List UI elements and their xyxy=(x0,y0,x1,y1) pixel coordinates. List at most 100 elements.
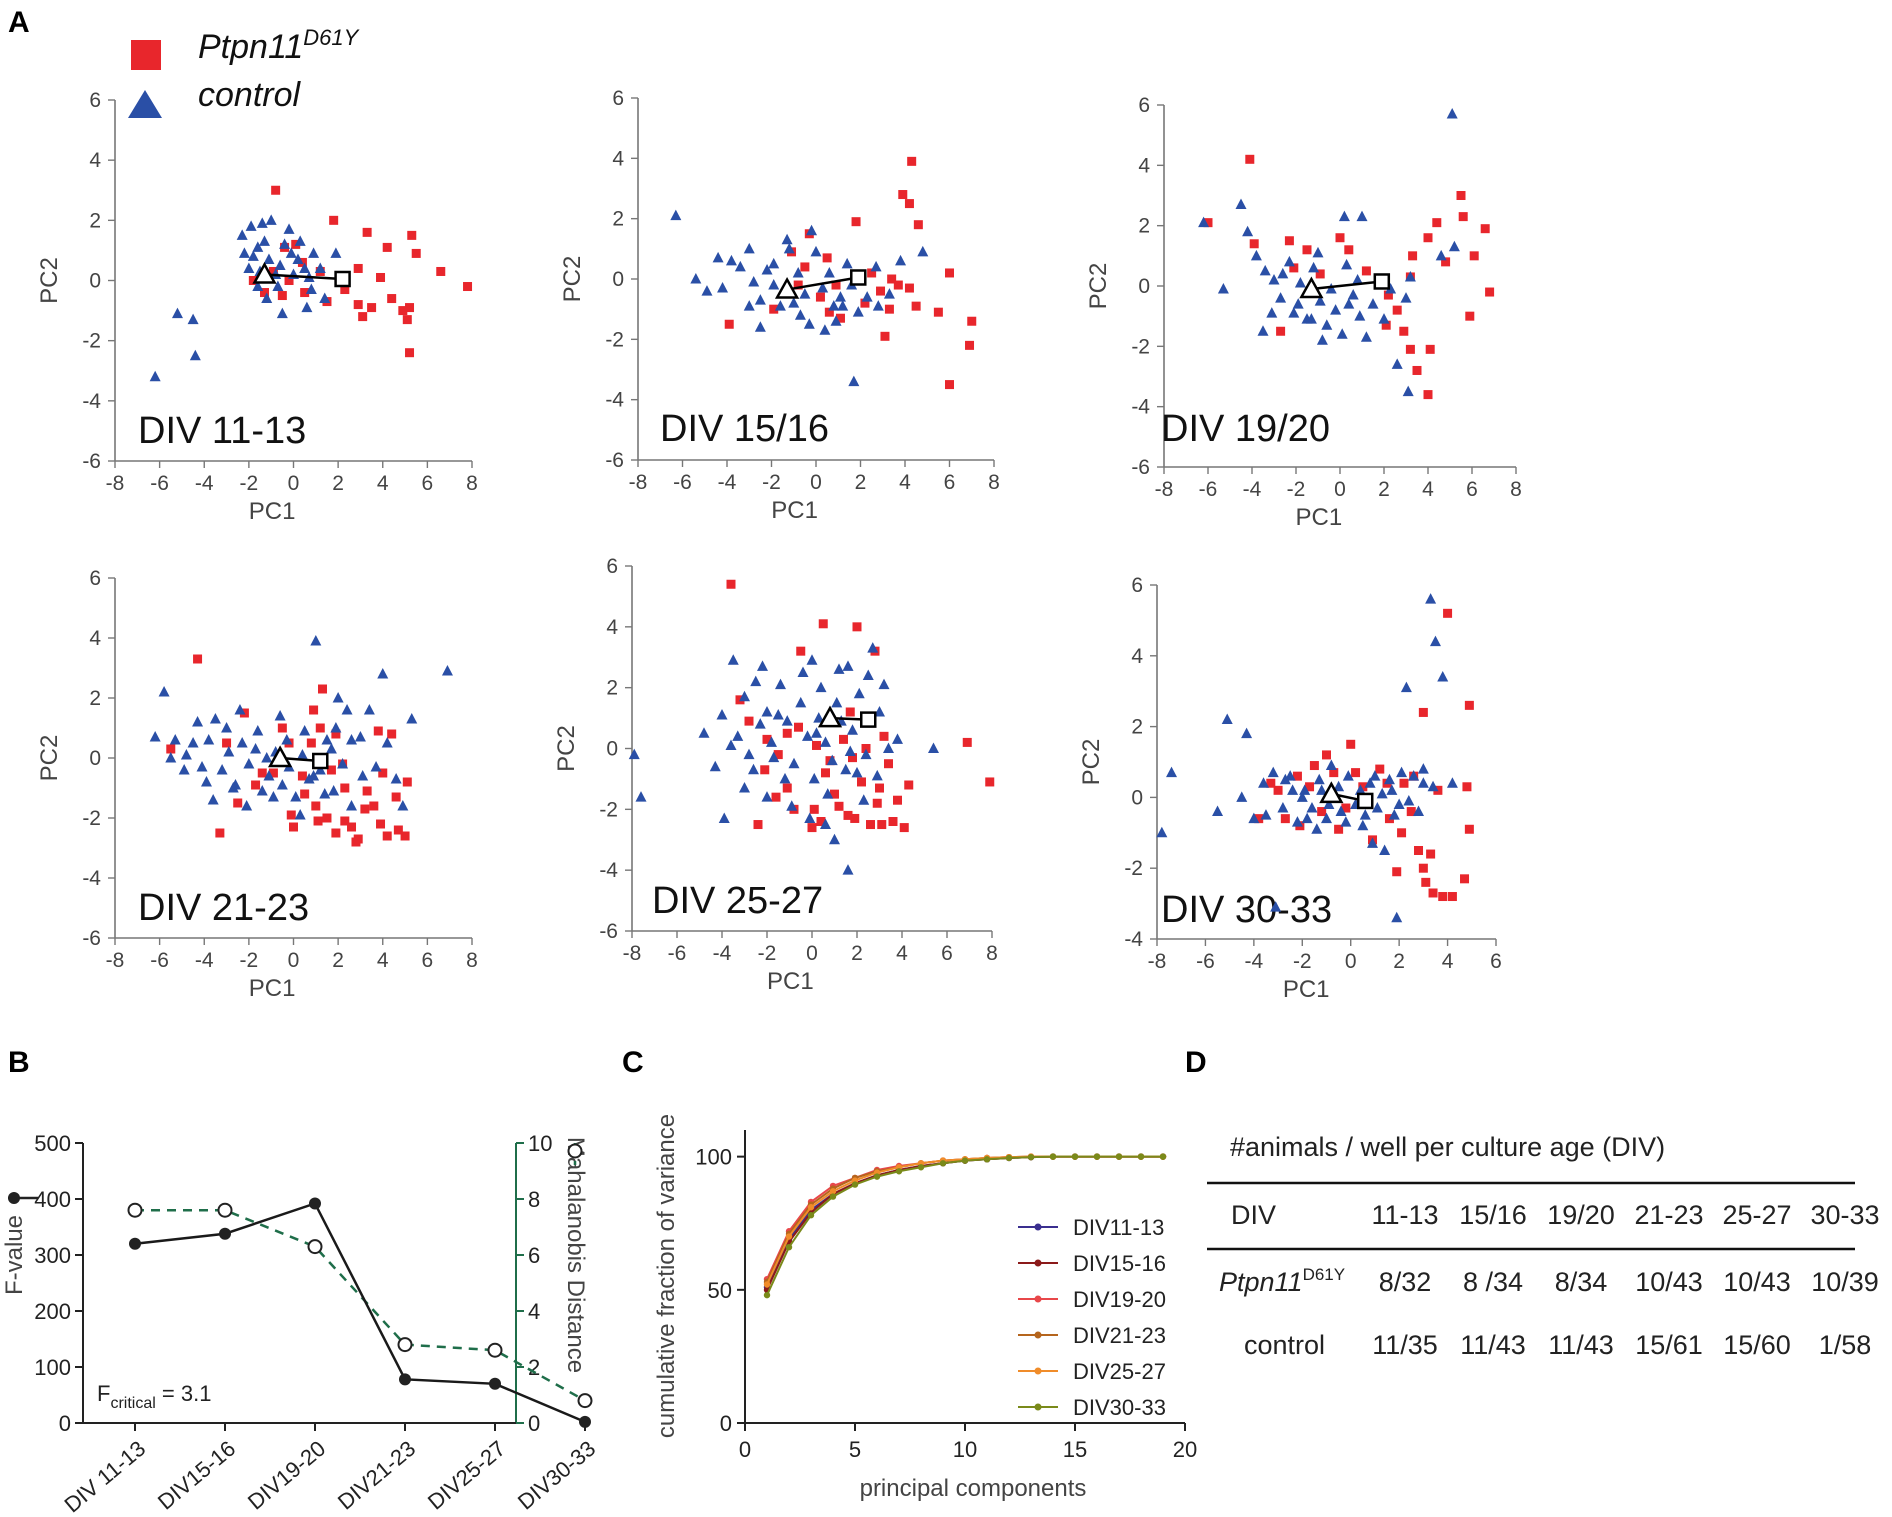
mutant-point xyxy=(857,777,866,787)
f-value-point xyxy=(489,1377,501,1390)
control-point xyxy=(187,313,199,325)
x-tick-label: -6 xyxy=(150,472,169,495)
table-header-cell: 11-13 xyxy=(1371,1200,1438,1230)
control-point xyxy=(716,709,728,720)
control-point xyxy=(258,235,270,246)
x-tick-label: 6 xyxy=(944,471,956,494)
mutant-point xyxy=(353,300,363,310)
control-point xyxy=(1241,727,1253,739)
control-point xyxy=(1446,108,1458,119)
mutant-point xyxy=(376,272,386,282)
mutant-point xyxy=(1245,154,1255,164)
y-tick-label: -6 xyxy=(82,450,101,473)
x-tick-label: 6 xyxy=(1490,950,1502,973)
mutant-point xyxy=(297,771,307,781)
control-point xyxy=(844,745,856,757)
control-point xyxy=(263,770,275,781)
x-tick-label: 8 xyxy=(1510,478,1522,501)
control-point xyxy=(1311,823,1323,834)
y-tick-label: 0 xyxy=(89,270,101,293)
control-point xyxy=(799,288,811,299)
control-centroid xyxy=(267,745,293,768)
control-point xyxy=(1385,283,1397,294)
y-axis-label: PC2 xyxy=(559,256,586,303)
mutant-point xyxy=(277,291,287,301)
x-tick-label: 10 xyxy=(953,1437,977,1462)
control-point xyxy=(363,704,375,715)
control-point xyxy=(1301,812,1313,824)
control-point xyxy=(1277,802,1289,813)
left-tick-label: 300 xyxy=(34,1243,71,1268)
mutant-point xyxy=(340,285,350,295)
x-tick-label: 0 xyxy=(810,471,822,494)
mutant-point xyxy=(861,744,871,753)
control-point xyxy=(1316,334,1328,345)
control-point xyxy=(1259,264,1271,276)
x-tick-label: DIV30-33 xyxy=(513,1436,600,1515)
legend-mutant-name: Ptpn11 xyxy=(198,28,303,66)
table-cell: 10/43 xyxy=(1635,1267,1703,1297)
mutant-point xyxy=(1428,888,1438,898)
series-point xyxy=(1005,1154,1013,1162)
mutant-point xyxy=(893,280,903,290)
control-point xyxy=(831,696,843,708)
mutant-point xyxy=(407,230,417,240)
legend-point xyxy=(1034,1367,1042,1375)
mahalanobis-line xyxy=(135,1208,586,1402)
mutant-point xyxy=(362,227,372,237)
mahalanobis-point xyxy=(487,1342,503,1358)
mutant-point xyxy=(782,728,792,738)
control-point xyxy=(238,247,250,258)
mutant-point xyxy=(436,266,446,276)
mutant-point xyxy=(724,319,734,329)
y-tick-label: 2 xyxy=(89,209,101,232)
control-point xyxy=(772,709,784,720)
mutant-point xyxy=(1273,785,1283,795)
x-tick-label: -6 xyxy=(1196,950,1215,973)
mutant-point xyxy=(933,307,943,317)
mutant-point xyxy=(1399,326,1409,336)
mutant-point xyxy=(1464,824,1474,834)
mutant-point xyxy=(1399,778,1409,788)
control-point xyxy=(1393,798,1405,809)
mutant-point xyxy=(1405,344,1415,354)
mutant-point xyxy=(1464,700,1474,710)
control-point xyxy=(797,666,809,677)
mutant-point xyxy=(309,705,319,715)
control-point xyxy=(815,681,827,693)
control-point xyxy=(727,654,739,665)
control-point xyxy=(370,761,382,772)
mutant-point xyxy=(398,306,408,316)
control-point xyxy=(1325,283,1337,294)
x-tick-label: 0 xyxy=(1345,950,1357,973)
mutant-point xyxy=(329,215,339,225)
legend-mutant-marker xyxy=(131,40,161,70)
table-title: #animals / well per culture age (DIV) xyxy=(1230,1132,1665,1162)
control-point xyxy=(236,229,248,240)
mutant-point xyxy=(839,734,848,744)
mutant-point xyxy=(818,619,828,629)
control-point xyxy=(734,260,746,272)
x-tick-label: 4 xyxy=(377,949,389,972)
y-tick-label: -2 xyxy=(1124,857,1143,880)
control-point xyxy=(245,220,257,231)
f-critical-subscript: critical xyxy=(110,1395,155,1412)
y-tick-label: 4 xyxy=(1131,645,1143,668)
x-tick-label: DIV21-23 xyxy=(333,1436,420,1515)
mutant-point xyxy=(251,780,261,790)
mutant-point xyxy=(904,283,914,293)
control-point xyxy=(628,748,640,760)
mahalanobis-point xyxy=(307,1239,323,1255)
control-point xyxy=(1236,791,1248,802)
control-point xyxy=(1383,773,1395,785)
control-point xyxy=(252,725,264,736)
control-point xyxy=(321,734,333,745)
control-point xyxy=(1330,304,1342,315)
mutant-point xyxy=(809,804,819,814)
mutant-point xyxy=(877,820,887,830)
control-point xyxy=(1354,784,1366,795)
control-point xyxy=(1283,255,1295,267)
mutant-point xyxy=(773,750,783,760)
mutant-point xyxy=(411,248,421,258)
